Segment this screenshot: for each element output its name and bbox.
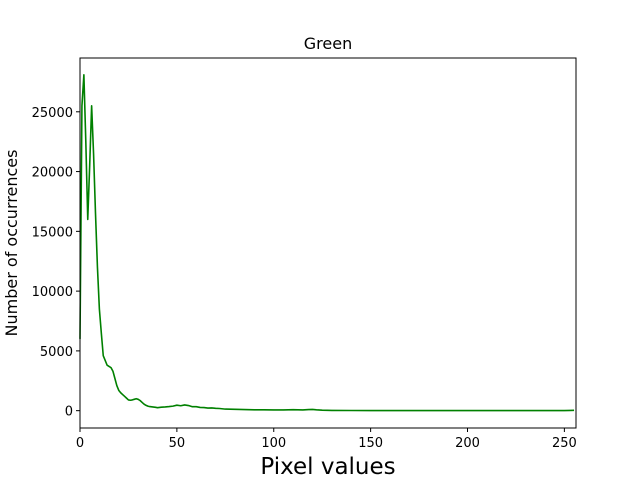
x-tick-label: 250 <box>552 436 577 451</box>
x-axis-ticks: 0 50 100 150 200 250 <box>76 428 577 451</box>
y-tick-label: 15000 <box>32 225 73 240</box>
x-tick-label: 100 <box>261 436 286 451</box>
y-tick-label: 0 <box>65 405 73 420</box>
y-tick-label: 10000 <box>32 285 73 300</box>
y-tick-label: 25000 <box>32 106 73 121</box>
x-tick-label: 150 <box>358 436 383 451</box>
x-tick-label: 50 <box>169 436 186 451</box>
y-axis-label: Number of occurrences <box>2 150 21 337</box>
y-axis-ticks: 0 5000 10000 15000 20000 25000 <box>32 106 80 420</box>
x-axis-label: Pixel values <box>260 454 395 480</box>
x-tick-label: 0 <box>76 436 84 451</box>
series-line-0 <box>79 73 575 412</box>
x-tick-label: 200 <box>455 436 480 451</box>
plot-area <box>79 57 577 429</box>
chart-title: Green <box>304 34 352 53</box>
y-tick-label: 20000 <box>32 166 73 181</box>
y-tick-label: 5000 <box>40 345 73 360</box>
axes-frame <box>79 57 577 429</box>
